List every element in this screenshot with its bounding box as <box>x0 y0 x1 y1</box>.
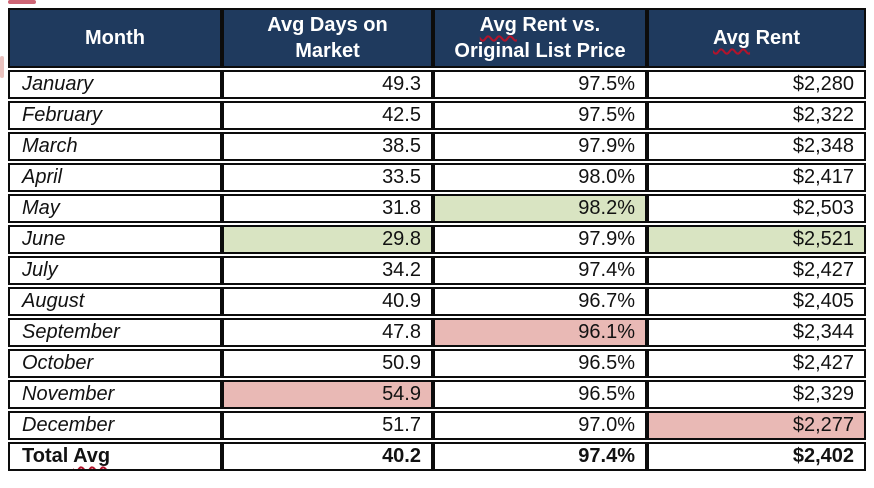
rent-vs-original-list-price-cell: 96.5% <box>433 380 647 409</box>
avg-days-on-market-cell: 50.9 <box>222 349 433 378</box>
avg-rent-cell: $2,344 <box>647 318 866 347</box>
avg-days-on-market-cell: 49.3 <box>222 70 433 99</box>
avg-days-on-market-cell: 33.5 <box>222 163 433 192</box>
avg-rent-header-rest: Rent <box>750 27 801 49</box>
avg-rent-cell: $2,348 <box>647 132 866 161</box>
table-row: November 54.9 96.5% $2,329 <box>8 380 866 409</box>
rent-vs-original-list-price-cell: 96.1% <box>433 318 647 347</box>
avg-days-on-market-cell: 40.9 <box>222 287 433 316</box>
month-cell: September <box>8 318 222 347</box>
month-cell: June <box>8 225 222 254</box>
rent-vs-original-list-price-cell: 97.9% <box>433 225 647 254</box>
rent-vs-header-line2: Original List Price <box>454 40 626 62</box>
month-cell: August <box>8 287 222 316</box>
table-body: January 49.3 97.5% $2,280 February 42.5 97.5% $… <box>8 70 866 471</box>
avg-days-on-market-cell: 54.9 <box>222 380 433 409</box>
avg-days-on-market-cell: 38.5 <box>222 132 433 161</box>
avg-days-on-market-cell: 40.2 <box>222 442 433 471</box>
avg-rent-cell: $2,277 <box>647 411 866 440</box>
rent-vs-original-list-price-cell: 97.5% <box>433 101 647 130</box>
avg-rent-cell: $2,427 <box>647 256 866 285</box>
table-row: August 40.9 96.7% $2,405 <box>8 287 866 316</box>
avg-days-on-market-cell: 51.7 <box>222 411 433 440</box>
monthly-rental-stats-table: Month Avg Days on Market Avg Rent vs. Or… <box>8 6 866 473</box>
rent-vs-original-list-price-cell: 97.4% <box>433 256 647 285</box>
column-header-month: Month <box>8 8 222 68</box>
table-row: September 47.8 96.1% $2,344 <box>8 318 866 347</box>
avg-days-header-line2: Market <box>295 40 360 62</box>
avg-days-on-market-cell: 47.8 <box>222 318 433 347</box>
avg-rent-cell: $2,427 <box>647 349 866 378</box>
avg-rent-cell: $2,329 <box>647 380 866 409</box>
column-header-rent-vs-original-list-price: Avg Rent vs. Original List Price <box>433 8 647 68</box>
month-cell: December <box>8 411 222 440</box>
table-row: April 33.5 98.0% $2,417 <box>8 163 866 192</box>
avg-rent-cell: $2,503 <box>647 194 866 223</box>
column-header-avg-days-on-market: Avg Days on Market <box>222 8 433 68</box>
avg-rent-cell: $2,280 <box>647 70 866 99</box>
rent-vs-original-list-price-cell: 97.4% <box>433 442 647 471</box>
rent-vs-original-list-price-cell: 97.5% <box>433 70 647 99</box>
avg-days-on-market-cell: 34.2 <box>222 256 433 285</box>
rent-vs-original-list-price-cell: 96.7% <box>433 287 647 316</box>
month-cell: Total Avg <box>8 442 222 471</box>
table-row: January 49.3 97.5% $2,280 <box>8 70 866 99</box>
rent-vs-original-list-price-cell: 97.0% <box>433 411 647 440</box>
month-cell: January <box>8 70 222 99</box>
red-pen-artifact-top <box>8 0 36 4</box>
total-avg-row: Total Avg 40.2 97.4% $2,402 <box>8 442 866 471</box>
month-cell: November <box>8 380 222 409</box>
avg-rent-cell: $2,417 <box>647 163 866 192</box>
avg-days-on-market-cell: 42.5 <box>222 101 433 130</box>
table-row: December 51.7 97.0% $2,277 <box>8 411 866 440</box>
month-cell: February <box>8 101 222 130</box>
table-row: June 29.8 97.9% $2,521 <box>8 225 866 254</box>
month-cell: April <box>8 163 222 192</box>
table-row: February 42.5 97.5% $2,322 <box>8 101 866 130</box>
month-cell: May <box>8 194 222 223</box>
month-cell: July <box>8 256 222 285</box>
rent-vs-header-rest: Rent vs. <box>516 14 601 36</box>
avg-rent-cell: $2,322 <box>647 101 866 130</box>
misspelled-avg-word: Avg <box>712 27 751 49</box>
rent-vs-original-list-price-cell: 96.5% <box>433 349 647 378</box>
month-cell: October <box>8 349 222 378</box>
avg-rent-cell: $2,405 <box>647 287 866 316</box>
avg-days-on-market-cell: 31.8 <box>222 194 433 223</box>
header-row: Month Avg Days on Market Avg Rent vs. Or… <box>8 8 866 68</box>
table-row: October 50.9 96.5% $2,427 <box>8 349 866 378</box>
table-row: March 38.5 97.9% $2,348 <box>8 132 866 161</box>
column-header-avg-rent: Avg Rent <box>647 8 866 68</box>
table-row: July 34.2 97.4% $2,427 <box>8 256 866 285</box>
avg-rent-cell: $2,521 <box>647 225 866 254</box>
month-cell: March <box>8 132 222 161</box>
rent-vs-original-list-price-cell: 98.0% <box>433 163 647 192</box>
rent-vs-original-list-price-cell: 98.2% <box>433 194 647 223</box>
avg-days-on-market-cell: 29.8 <box>222 225 433 254</box>
misspelled-avg-word: Avg <box>479 14 517 36</box>
rent-vs-original-list-price-cell: 97.9% <box>433 132 647 161</box>
table-row: May 31.8 98.2% $2,503 <box>8 194 866 223</box>
avg-rent-cell: $2,402 <box>647 442 866 471</box>
red-pen-artifact-left <box>0 56 4 78</box>
month-header-label: Month <box>85 27 145 49</box>
avg-days-header-line1: Avg Days on <box>267 14 388 36</box>
